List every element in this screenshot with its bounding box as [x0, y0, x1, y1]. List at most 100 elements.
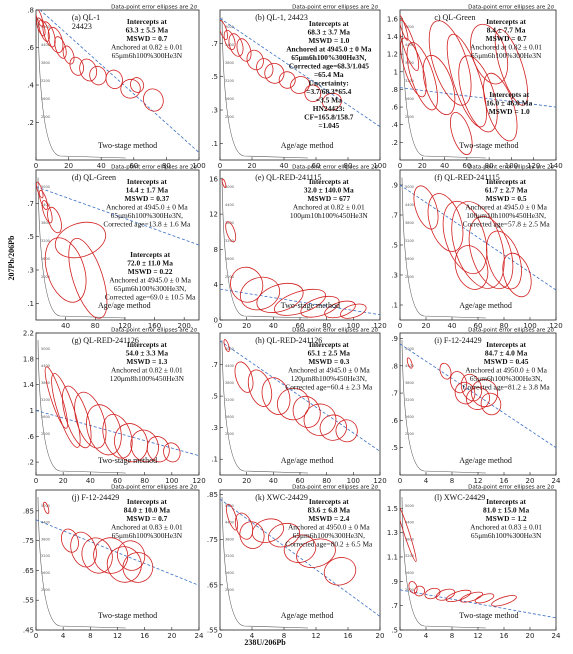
y-tick-label: 1 [394, 68, 398, 76]
data-ellipse [446, 33, 487, 128]
annotation-line: 16.0 ± 46.0 Ma [486, 99, 532, 108]
x-tick-label: 60 [296, 322, 305, 330]
data-ellipse [246, 49, 264, 71]
concordia-age-label: 5000 [405, 185, 414, 189]
x-tick-label: 40 [280, 162, 289, 170]
annotation-line: Corrected age=57.8 ± 2.5 Ma [463, 220, 551, 229]
x-tick-label: 40 [269, 477, 278, 485]
panel-label: 24423 [72, 22, 92, 31]
concordia-curve [401, 340, 486, 474]
annotation-line: 72.0 ± 11.0 Ma [127, 259, 173, 268]
data-ellipse [223, 339, 230, 353]
annotation-line: 83.6 ± 6.8 Ma [308, 506, 351, 515]
x-tick-label: 20 [167, 632, 176, 640]
data-ellipse [68, 238, 108, 319]
y-tick-label: 2.2 [23, 330, 34, 338]
panel-frame [35, 489, 200, 631]
y-tick-label: .2 [391, 139, 398, 147]
annotation-line: MSWD = 0.22 [128, 267, 173, 276]
panel-b: Data-point error ellipses are 2σ 0 20 40 60 8… [211, 5, 386, 171]
data-ellipse [471, 379, 498, 408]
y-tick-label: .7 [391, 602, 398, 610]
data-ellipse [70, 531, 97, 568]
data-ellipse [239, 521, 265, 549]
y-tick-label: .55 [23, 597, 34, 605]
concordia-age-label: 3800 [405, 221, 414, 225]
annotation-line: =3.7/68.3*65.4 [306, 87, 351, 96]
x-tick-label: 0 [218, 322, 222, 330]
concordia-age-label: 5000 [41, 347, 50, 351]
x-tick-label: 80 [485, 162, 494, 170]
x-tick-label: 12 [312, 632, 321, 640]
regression-line [400, 589, 556, 619]
data-ellipse [230, 266, 264, 303]
concordia-age-label: 3800 [225, 537, 234, 541]
annotation-line: MSWD = 0.7 [126, 514, 167, 523]
y-tick-label: .2 [27, 459, 34, 467]
data-ellipse [413, 185, 439, 230]
concordia-age-label: 4400 [405, 203, 414, 207]
y-tick-label: .45 [23, 627, 34, 635]
data-ellipse [491, 595, 517, 607]
concordia-age-label: 2000 [225, 275, 234, 279]
method-label: Age/age method [459, 456, 512, 465]
annotation-line: 61.7 ± 2.7 Ma [485, 186, 528, 195]
concordia-age-label: 5000 [41, 185, 50, 189]
annotation-line: 14.4 ± 1.7 Ma [126, 186, 169, 195]
y-tick-label: .85 [207, 491, 218, 499]
annotation-line: 32.0 ± 140.0 Ma [304, 186, 354, 195]
concordia-age-label: 3800 [405, 61, 414, 65]
data-ellipse [36, 10, 44, 27]
x-tick-label: 0 [398, 477, 402, 485]
x-tick-label: 20 [526, 477, 535, 485]
concordia-curve [401, 496, 486, 629]
method-label: Two-stage method [459, 611, 518, 620]
annotation-line: 65μm6h100%300He3N [112, 51, 183, 60]
x-tick-label: 0 [398, 632, 402, 640]
data-ellipse [470, 23, 509, 85]
y-tick-label: .1 [27, 300, 34, 308]
concordia-age-label: 2600 [41, 571, 50, 575]
concordia-age-label: 2600 [41, 97, 50, 101]
concordia-age-label: 2600 [405, 571, 414, 575]
concordia-age-label: 4400 [41, 43, 50, 47]
data-ellipse [44, 237, 87, 303]
data-ellipse [223, 29, 236, 51]
x-tick-label: 140 [549, 162, 562, 170]
annotation-line: Anchored at 0.83 ± 0.01 [470, 523, 542, 532]
x-tick-label: 0 [218, 477, 222, 485]
method-label: Age/age method [281, 611, 334, 620]
concordia-age-label: 2600 [225, 97, 234, 101]
annotation-line: Intercepts at [486, 497, 526, 506]
panel-frame [219, 9, 381, 161]
data-ellipse [69, 56, 84, 76]
annotation-line: 63.3 ± 5.5 Ma [126, 26, 169, 35]
data-ellipse [36, 17, 46, 37]
data-ellipse [47, 26, 64, 54]
y-tick-label: .7 [391, 390, 398, 398]
y-tick-label: .1 [391, 302, 398, 310]
data-ellipse [86, 404, 122, 456]
annotation-line: Corrected age=68.3/1.045 [289, 62, 370, 71]
concordia-age-label: 5000 [41, 504, 50, 508]
concordia-curve [37, 496, 126, 629]
x-tick-label: 12 [474, 477, 483, 485]
panel-header: Data-point error ellipses are 2σ [292, 485, 378, 491]
x-tick-label: 4 [250, 632, 255, 640]
y-tick-label: 1.4 [387, 33, 399, 41]
concordia-age-label: 2000 [41, 432, 50, 436]
panel-g: Data-point error ellipses are 2σ 0 20 40 60 8… [23, 328, 206, 486]
data-ellipse [413, 585, 426, 597]
data-ellipse [424, 587, 441, 600]
panel-frame [219, 169, 381, 321]
x-tick-label: 8 [282, 632, 286, 640]
annotation-line: Anchored at 0.82 ± 0.01 [111, 43, 183, 52]
concordia-age-label: 2000 [41, 115, 50, 119]
panel-k: Data-point error ellipses are 2σ 0 4 8 12 16 2… [207, 485, 385, 641]
regression-line [36, 410, 199, 457]
concordia-curve [221, 177, 309, 319]
x-tick-label: 4 [61, 632, 66, 640]
y-tick-label: .3 [211, 107, 218, 115]
